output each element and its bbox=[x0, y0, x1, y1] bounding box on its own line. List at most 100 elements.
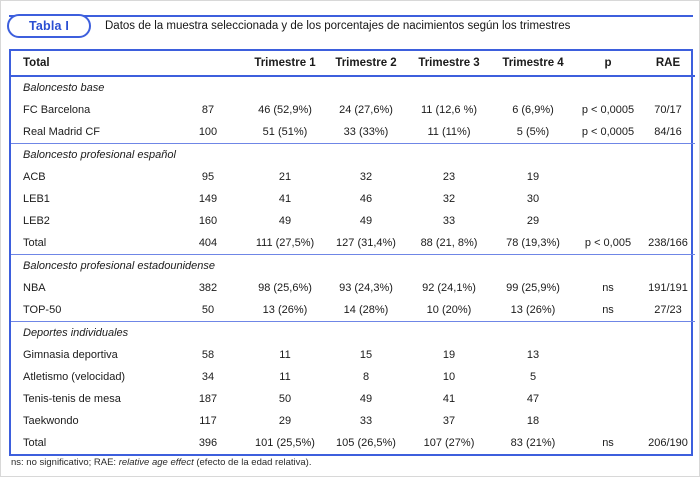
cell-p bbox=[575, 344, 641, 366]
cell-t1: 11 bbox=[279, 349, 291, 361]
table-row: Real Madrid CF 100 51 (51%) 33 (33%) 11 (11%… bbox=[11, 121, 695, 144]
cell-rae: 191/191 bbox=[648, 282, 688, 294]
cell-t2: 8 bbox=[362, 371, 370, 383]
cell-p bbox=[575, 366, 641, 388]
cell-t4: 13 bbox=[526, 349, 540, 361]
table-row: TOP-50 50 13 (26%) 14 (28%) 10 (20%) 13 (26%)… bbox=[11, 299, 695, 322]
data-table: Total Trimestre 1 Trimestre 2 Trimestre … bbox=[11, 51, 695, 454]
cell-t1: 49 bbox=[278, 215, 292, 227]
footnote-suffix: (efecto de la edad relativa). bbox=[193, 457, 312, 468]
cell-total: 87 bbox=[201, 104, 215, 116]
row-label: NBA bbox=[23, 282, 46, 294]
cell-t3: 92 (24,1%) bbox=[422, 282, 476, 294]
table-row: Tenis-tenis de mesa 187 50 49 41 47 bbox=[11, 388, 695, 410]
cell-t4: 13 (26%) bbox=[510, 304, 556, 316]
cell-t3: 10 bbox=[442, 371, 456, 383]
cell-t3: 41 bbox=[442, 393, 456, 405]
cell-t1: 46 (52,9%) bbox=[258, 104, 312, 116]
col-header-empty bbox=[171, 51, 245, 77]
cell-p: p < 0,0005 bbox=[581, 104, 635, 116]
row-label: ACB bbox=[23, 171, 46, 183]
cell-t3: 107 (27%) bbox=[423, 437, 475, 449]
cell-total: 95 bbox=[201, 171, 215, 183]
cell-t2: 93 (24,3%) bbox=[339, 282, 393, 294]
footnote-italic: relative age effect bbox=[118, 457, 194, 468]
col-header-trimestre-3: Trimestre 3 bbox=[407, 51, 491, 77]
cell-t2: 49 bbox=[359, 393, 373, 405]
cell-t4: 83 (21%) bbox=[510, 437, 556, 449]
cell-p bbox=[575, 188, 641, 210]
cell-t1: 111 (27,5%) bbox=[255, 237, 315, 249]
cell-p bbox=[575, 388, 641, 410]
cell-t2: 32 bbox=[359, 171, 373, 183]
row-label: Total bbox=[23, 437, 47, 449]
cell-t3: 19 bbox=[442, 349, 456, 361]
cell-rae bbox=[641, 344, 695, 366]
cell-t3: 37 bbox=[442, 415, 456, 427]
cell-p: ns bbox=[602, 282, 614, 294]
cell-total: 382 bbox=[198, 282, 218, 294]
table-row: Taekwondo 117 29 33 37 18 bbox=[11, 410, 695, 432]
footnote: ns: no significativo; RAE: relative age … bbox=[11, 457, 689, 468]
col-header-p: p bbox=[575, 51, 641, 77]
row-label: LEB1 bbox=[23, 193, 50, 205]
col-header-trimestre-1: Trimestre 1 bbox=[245, 51, 325, 77]
section-label: Baloncesto profesional estadounidense bbox=[11, 254, 695, 277]
badge-label: Tabla I bbox=[28, 19, 70, 33]
row-label: Taekwondo bbox=[23, 415, 79, 427]
col-header-rae: RAE bbox=[641, 51, 695, 77]
cell-p bbox=[575, 210, 641, 232]
cell-p bbox=[575, 166, 641, 188]
cell-total: 58 bbox=[201, 349, 215, 361]
cell-t2: 24 (27,6%) bbox=[339, 104, 393, 116]
cell-t3: 10 (20%) bbox=[426, 304, 472, 316]
cell-rae bbox=[641, 166, 695, 188]
cell-t4: 99 (25,9%) bbox=[506, 282, 560, 294]
cell-t2: 49 bbox=[359, 215, 373, 227]
cell-p bbox=[575, 410, 641, 432]
cell-rae bbox=[641, 366, 695, 388]
cell-t1: 50 bbox=[278, 393, 292, 405]
table-row: Gimnasia deportiva 58 11 15 19 13 bbox=[11, 344, 695, 366]
cell-t3: 88 (21, 8%) bbox=[420, 237, 478, 249]
section-label: Baloncesto base bbox=[11, 75, 695, 99]
cell-total: 187 bbox=[198, 393, 218, 405]
cell-t1: 51 (51%) bbox=[262, 126, 308, 138]
cell-t2: 33 (33%) bbox=[343, 126, 389, 138]
cell-total: 50 bbox=[201, 304, 215, 316]
section-label: Deportes individuales bbox=[11, 321, 695, 344]
cell-rae bbox=[641, 188, 695, 210]
table-row: LEB1 149 41 46 32 30 bbox=[11, 188, 695, 210]
cell-t4: 5 (5%) bbox=[516, 126, 550, 138]
header-rule bbox=[9, 15, 693, 17]
col-header-trimestre-2: Trimestre 2 bbox=[325, 51, 407, 77]
cell-t1: 11 bbox=[279, 371, 291, 383]
footnote-prefix: ns: no significativo; RAE: bbox=[11, 457, 119, 468]
section-label: Baloncesto profesional español bbox=[11, 143, 695, 166]
cell-p: ns bbox=[602, 437, 614, 449]
row-label: LEB2 bbox=[23, 215, 50, 227]
cell-t2: 15 bbox=[359, 349, 373, 361]
table-row: LEB2 160 49 49 33 29 bbox=[11, 210, 695, 232]
table-header-row: Total Trimestre 1 Trimestre 2 Trimestre … bbox=[11, 51, 695, 77]
cell-total: 396 bbox=[198, 437, 218, 449]
cell-t1: 21 bbox=[278, 171, 292, 183]
cell-rae: 238/166 bbox=[648, 237, 688, 249]
cell-rae: 206/190 bbox=[648, 437, 688, 449]
row-label: Gimnasia deportiva bbox=[23, 349, 118, 361]
table-body: Baloncesto base FC Barcelona 87 46 (52,9%) 2… bbox=[11, 75, 695, 454]
cell-rae bbox=[641, 410, 695, 432]
row-label: TOP-50 bbox=[23, 304, 62, 316]
section-row: Baloncesto profesional estadounidense bbox=[11, 254, 695, 277]
section-row: Deportes individuales bbox=[11, 321, 695, 344]
cell-t2: 127 (31,4%) bbox=[336, 237, 396, 249]
col-header-total: Total bbox=[11, 51, 171, 77]
cell-t1: 13 (26%) bbox=[262, 304, 308, 316]
cell-total: 404 bbox=[198, 237, 218, 249]
table-badge: Tabla I bbox=[7, 14, 91, 38]
cell-t4: 29 bbox=[526, 215, 540, 227]
cell-rae: 70/17 bbox=[654, 104, 682, 116]
section-row: Baloncesto profesional español bbox=[11, 143, 695, 166]
cell-p: p < 0,0005 bbox=[581, 126, 635, 138]
